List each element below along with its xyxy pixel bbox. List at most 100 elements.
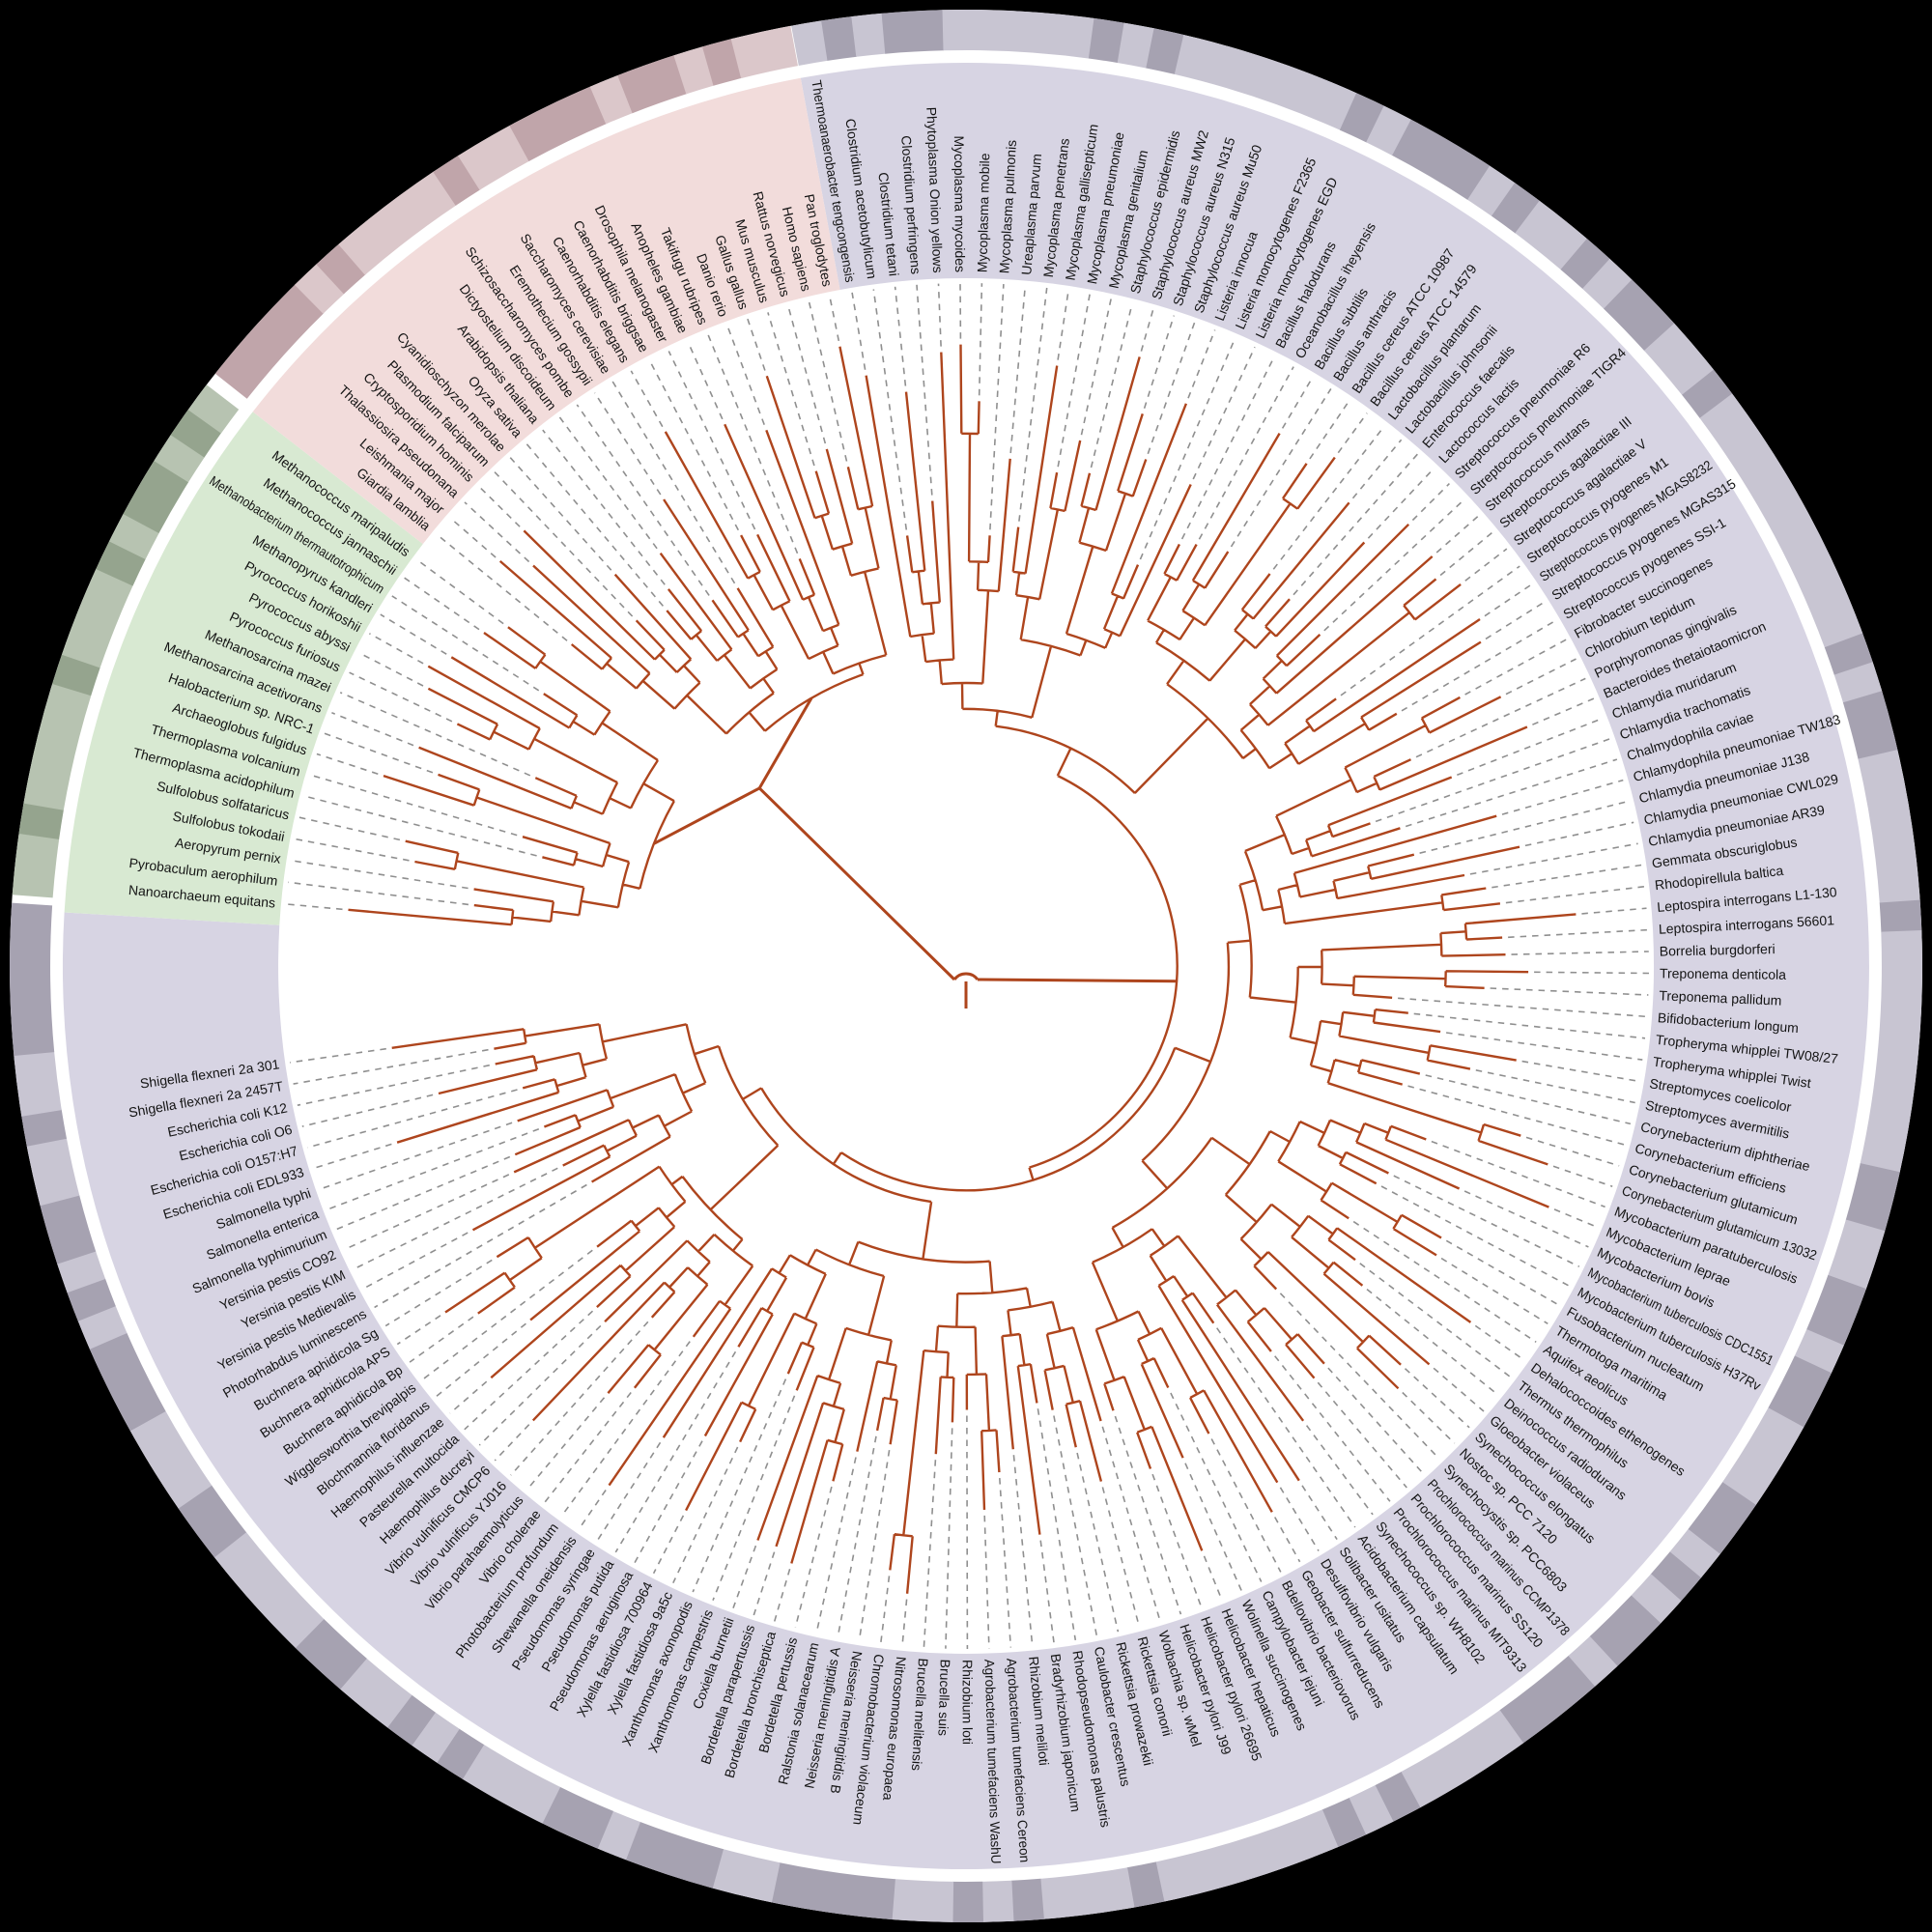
leader-line: [1411, 483, 1450, 522]
leader-line: [1501, 779, 1624, 815]
leader-line: [542, 429, 666, 585]
ring-segment: [213, 1531, 325, 1648]
leader-line: [726, 326, 765, 425]
ring-segment: [1467, 165, 1516, 216]
leader-line: [593, 392, 662, 496]
leader-line: [1037, 1408, 1077, 1641]
ring-segment: [1631, 1574, 1682, 1624]
leader-line: [945, 1428, 953, 1649]
ring-segment: [458, 125, 530, 190]
leader-line: [767, 312, 815, 467]
leader-line: [1090, 303, 1133, 469]
ring-segment: [1604, 279, 1675, 352]
leader-line: [706, 333, 799, 554]
leader-line: [478, 1324, 602, 1446]
ring-segment: [57, 1250, 106, 1293]
ring-segment: [1794, 1329, 1844, 1374]
leader-line: [614, 1350, 737, 1553]
leader-line: [1457, 717, 1604, 777]
ring-segment: [952, 1881, 983, 1922]
leader-line: [295, 838, 410, 862]
leader-line: [894, 286, 907, 386]
ring-segment: [316, 243, 366, 295]
leader-line: [403, 577, 480, 631]
ring-segment: [1117, 22, 1155, 69]
leader-line: [509, 456, 612, 571]
leader-line: [1464, 548, 1508, 582]
leader-line: [1279, 1293, 1440, 1460]
leader-line: [1366, 1288, 1498, 1396]
ring-segment: [12, 833, 60, 898]
leader-line: [672, 1446, 739, 1584]
leader-line: [416, 558, 504, 625]
leader-line: [773, 1568, 791, 1622]
ring-segment: [1828, 1219, 1886, 1290]
ring-segment: [1644, 323, 1715, 396]
leader-line: [510, 1321, 649, 1476]
leader-line: [301, 1094, 434, 1127]
ring-segment: [625, 1821, 724, 1889]
leader-line: [449, 1380, 488, 1414]
leader-line: [494, 470, 634, 617]
leader-line: [1511, 951, 1649, 955]
ring-segment: [52, 654, 100, 696]
leader-line: [1192, 346, 1256, 480]
ring-segment: [23, 683, 92, 810]
leader-line: [1057, 294, 1091, 468]
ring-segment: [892, 1879, 954, 1922]
leader-line: [576, 404, 710, 596]
species-label: Treponema pallidum: [1659, 987, 1782, 1008]
ring-segment: [1174, 35, 1357, 130]
leader-line: [1407, 1085, 1626, 1146]
leader-line: [285, 903, 343, 911]
leader-line: [747, 318, 766, 371]
ring-segment: [67, 1278, 116, 1321]
branches-eukaryota: [498, 346, 888, 735]
leader-line: [668, 351, 756, 530]
ring-segment: [1339, 93, 1385, 143]
leader-line: [1216, 1327, 1356, 1528]
ring-segment: [1806, 1274, 1866, 1347]
leader-line: [815, 1457, 857, 1634]
ring-segment: [1126, 1861, 1165, 1908]
leader-line: [652, 1515, 685, 1575]
leader-line: [1323, 498, 1465, 632]
leader-line: [1440, 1257, 1548, 1324]
leader-line: [712, 1395, 796, 1601]
branches-archaea: [348, 626, 675, 926]
ring-segment: [1589, 1595, 1662, 1667]
leader-line: [1484, 582, 1533, 617]
leader-line: [331, 712, 414, 747]
leader-line: [648, 360, 740, 531]
outer-ring: [10, 9, 1922, 1922]
ring-segment: [542, 1786, 613, 1849]
leader-line: [1274, 1517, 1301, 1563]
ring-segment: [1499, 1656, 1596, 1744]
branches-bacteria: [391, 344, 1577, 1594]
ring-segment: [436, 1728, 485, 1779]
ring-segment: [702, 39, 743, 86]
leader-line: [1445, 1239, 1560, 1306]
leader-line: [1018, 287, 1048, 522]
species-label: Borrelia burgdorferi: [1660, 941, 1776, 959]
leader-line: [1474, 1324, 1524, 1361]
leader-line: [1552, 1165, 1613, 1187]
ring-segment: [851, 13, 886, 57]
phylogeny-branches: [348, 344, 1577, 1594]
ring-segment: [1721, 1407, 1804, 1506]
species-label: Mycoplasma mobile: [975, 153, 993, 272]
leader-line: [1140, 308, 1154, 352]
species-label: Rhizobium loti: [960, 1660, 976, 1745]
leader-line: [1553, 1208, 1598, 1229]
ring-segment: [1492, 183, 1541, 234]
leader-line: [339, 692, 531, 777]
leader-line: [291, 860, 469, 890]
leader-line: [1405, 758, 1618, 828]
ring-segment: [881, 10, 945, 54]
leader-line: [901, 1599, 908, 1646]
leader-line: [1170, 1392, 1263, 1582]
ring-segment: [433, 155, 481, 206]
leader-line: [983, 1515, 990, 1649]
ring-segment: [61, 568, 133, 668]
